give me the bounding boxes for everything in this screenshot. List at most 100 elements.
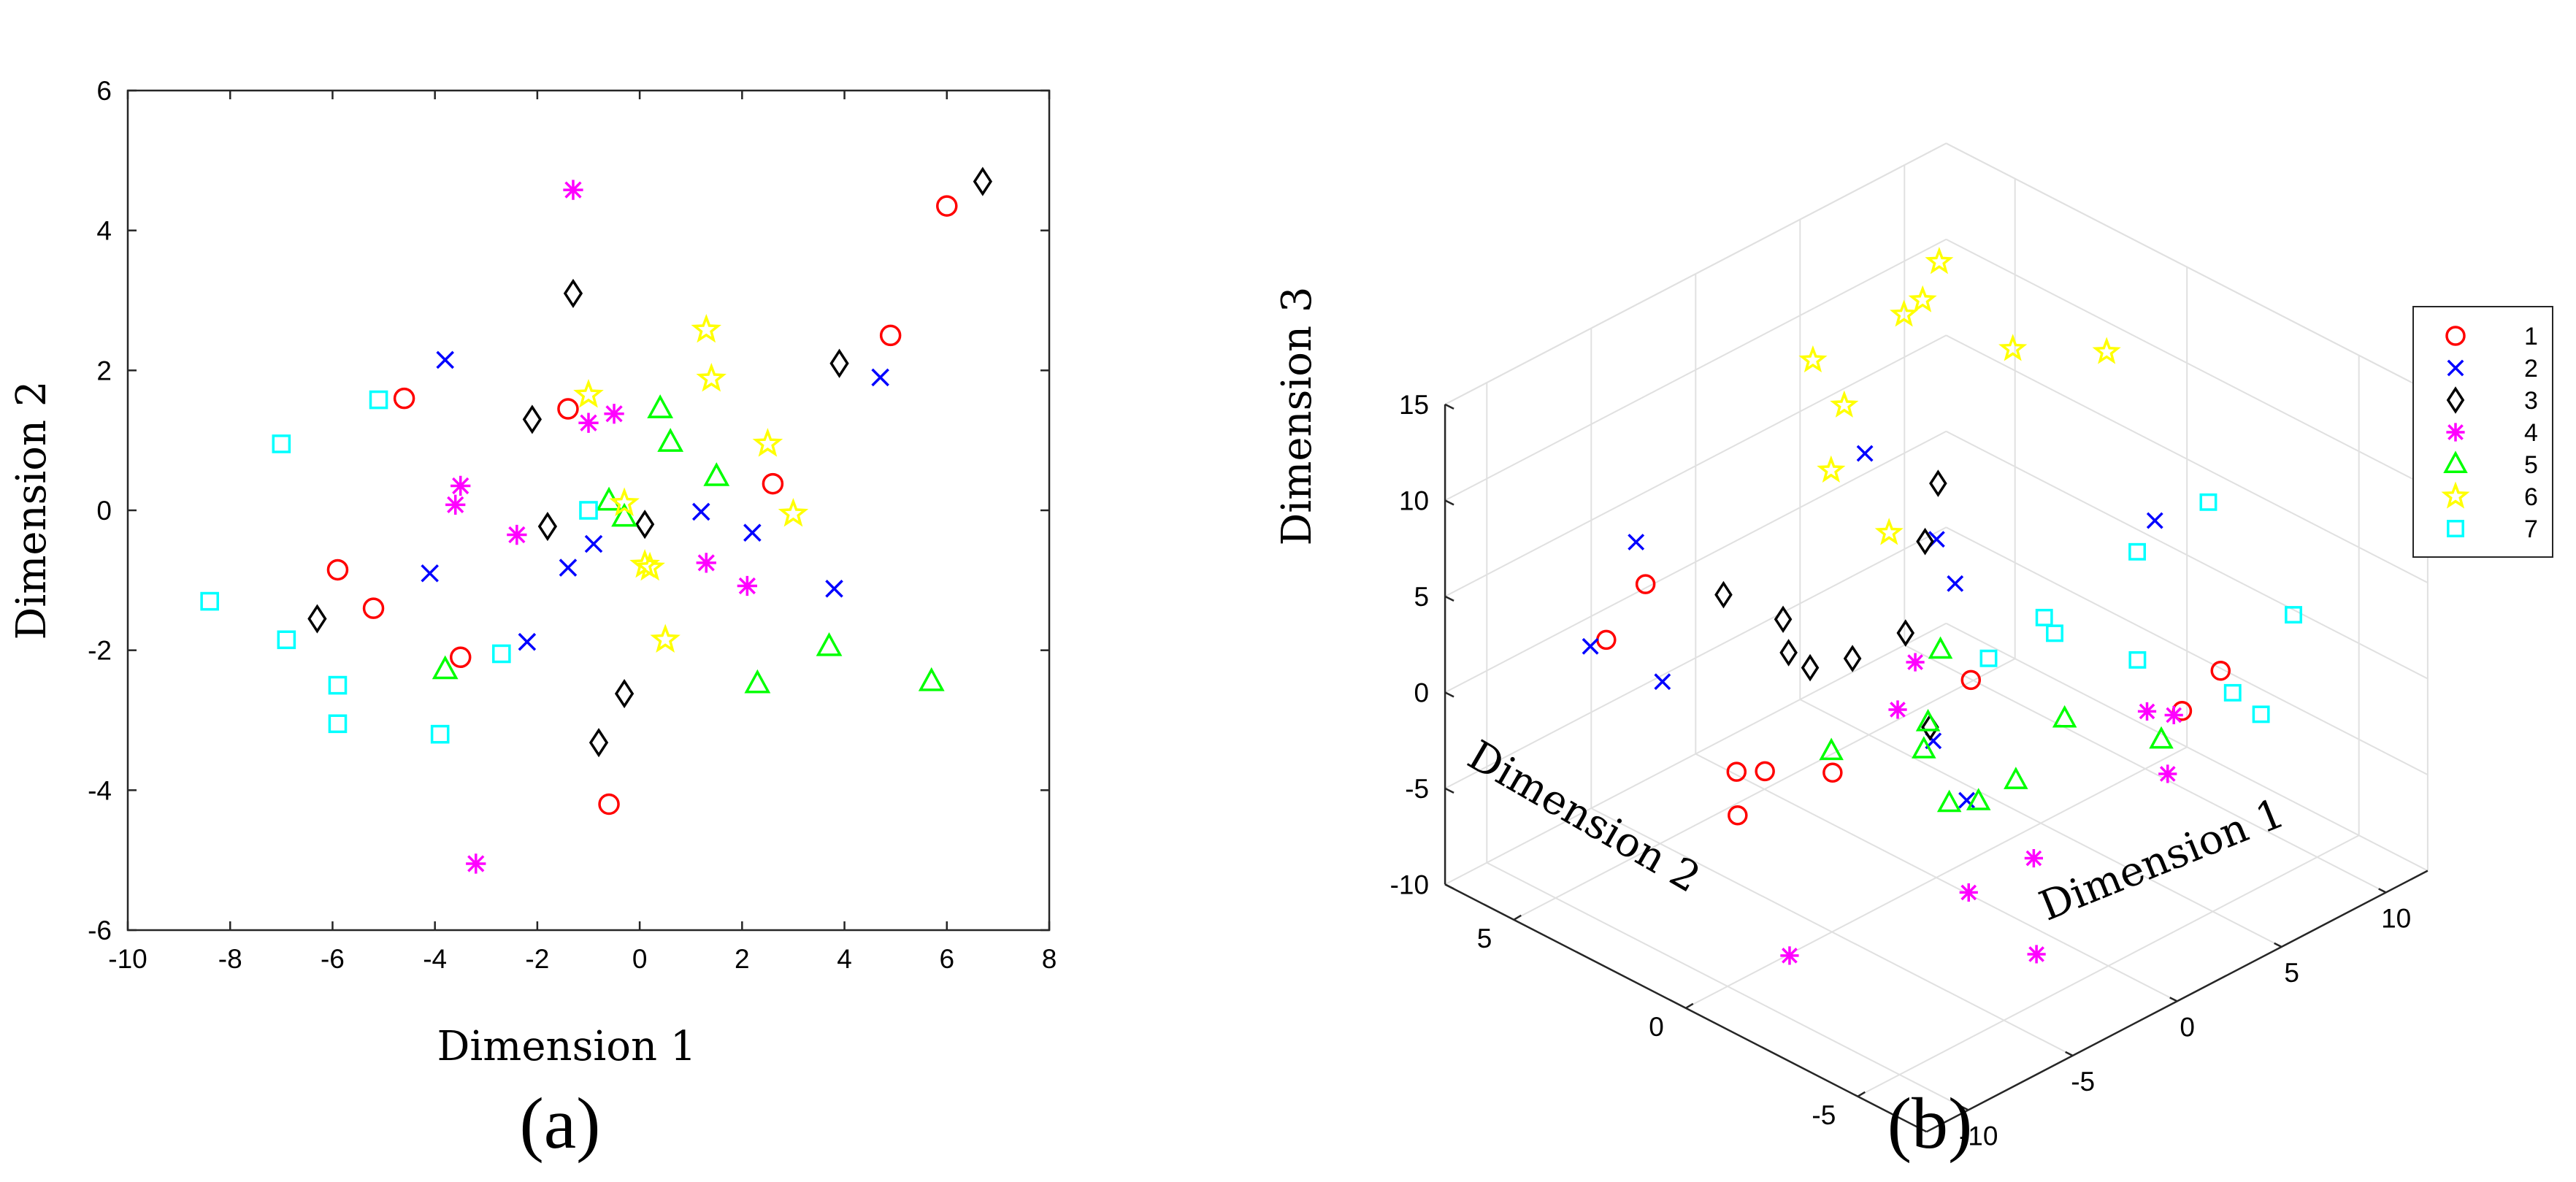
panel-b-point-class-2 [1628,534,1645,550]
panel-a-ytick-label: 6 [96,76,112,106]
panel-a-point-class-3 [307,604,327,634]
panel-b-ztick-mark [1444,499,1454,506]
panel-b-point-class-7 [2223,683,2242,702]
panel-b-point-class-4 [2027,945,2046,964]
panel-a-point-class-7 [430,724,450,744]
panel-a-xtick-label: 4 [837,944,852,974]
panel-b-point-class-5 [2004,767,2028,789]
panel-b-point-class-5 [1819,737,1844,761]
panel-a-point-class-6 [573,379,604,408]
panel-a-point-class-1 [762,472,784,495]
panel-a-xtick-label: -4 [423,944,447,974]
panel-a-xtick-label: -8 [218,944,242,974]
panel-b-legend: 1 2 3 4 5 6 7 [2412,306,2553,558]
panel-b-wall-grid-line [1444,622,1947,886]
panel-a-point-class-3 [522,404,543,434]
legend-marker-class-6 [2441,481,2470,509]
panel-b-xtick-mark [2169,997,2178,1002]
panel-a-point-class-3 [563,278,583,309]
panel-a-ytick-label: 2 [96,356,112,385]
legend-marker-class-7 [2447,520,2464,537]
panel-a-point-class-4 [578,412,599,433]
panel-b-ylabel: Dimension 2 [1460,732,1708,902]
panel-b-ztick-mark [1444,403,1454,410]
panel-a-point-class-6 [635,551,665,581]
panel-b-wall-grid-line [1444,526,1947,789]
panel-b-zlabel: Dimension 3 [1273,287,1321,546]
panel-b-point-class-7 [2252,705,2270,724]
panel-b-point-class-2 [1654,673,1671,691]
panel-a-ytick-label: -6 [88,916,112,945]
panel-a-point-class-4 [604,404,624,424]
panel-a-point-class-4 [445,494,466,515]
panel-a-point-class-7 [328,714,348,734]
panel-a-point-class-2 [825,580,843,598]
panel-a-point-class-4 [737,575,757,596]
panel-b-floor-grid-line [1513,658,2016,921]
panel-a-point-class-1 [879,324,902,347]
panel-a-point-class-3 [973,166,993,196]
legend-item: 3 [2446,386,2538,415]
panel-a-point-class-5 [611,502,637,527]
panel-b-ztick-mark [1444,883,1454,890]
panel-a-point-class-7 [492,644,511,664]
panel-b-point-class-6 [1817,455,1846,483]
panel-a-point-class-1 [326,559,349,581]
legend-label: 2 [2524,355,2538,383]
panel-a-xtick-label: -2 [525,944,549,974]
legend-marker-class-2 [2447,359,2464,377]
panel-a-point-class-2 [559,559,578,577]
panel-a-point-class-6 [650,623,681,653]
panel-b-wall-grid-line [1946,334,2429,583]
panel-a-point-class-6 [752,428,783,457]
panel-b-ztick-mark [1444,691,1454,698]
panel-b-point-class-6 [1798,345,1828,373]
panel-a-xtick-label: -10 [108,944,147,974]
panel-b-point-class-2 [1947,575,1964,592]
panel-a-point-class-3 [614,678,635,709]
panel-a-point-class-7 [579,501,598,520]
panel-b-xtick-label: 5 [2284,958,2299,988]
panel-b-ztick-label: 5 [1414,582,1430,612]
panel-b-floor-grid-line [1857,834,2360,1097]
panel-a-point-class-2 [518,632,537,651]
legend-marker-class-3 [2446,386,2465,414]
panel-b-point-class-7 [2285,606,2302,623]
panel-b-point-class-1 [1635,574,1656,594]
legend-item: 5 [2443,450,2538,479]
panel-a-point-class-5 [918,667,945,691]
panel-a-point-class-4 [466,853,486,874]
panel-b-point-class-3 [1801,653,1820,682]
panel-b-point-class-5 [1915,709,1941,732]
panel-a-xtick-label: 6 [939,944,954,974]
panel-a-point-class-7 [272,434,291,453]
panel-a-point-class-7 [277,630,296,650]
legend-marker-class-4 [2446,423,2465,442]
panel-b-wall-grid-line [1946,238,2429,488]
legend-marker-class-1 [2445,326,2466,346]
panel-a-point-class-2 [743,523,762,542]
panel-b-point-class-4 [1780,946,1799,965]
panel-b-xtick-mark [2065,1051,2074,1057]
panel-b-point-class-1 [1726,761,1747,782]
panel-b-xtick-label: -10 [1959,1121,1998,1151]
panel-b-xlabel: Dimension 1 [2033,789,2291,930]
panel-b-point-class-1 [2210,660,2231,681]
panel-b-point-class-7 [1979,649,1998,667]
legend-item: 6 [2441,481,2538,511]
panel-b-wall-edge [1444,142,1947,405]
panel-a-scatter: -10 -8 -6 -4 -2 0 2 4 6 8 -6 -4 -2 0 2 4 6 Dimension 1 D… [8,76,1057,1164]
panel-b-wall-grid-line [1946,622,2429,872]
panel-b-point-class-7 [2035,608,2053,626]
panel-b-point-class-6 [1890,299,1919,327]
panel-b-point-class-2 [1582,637,1599,655]
panel-b-ztick-mark [1444,787,1454,794]
legend-marker-class-5 [2443,450,2468,473]
panel-b-point-class-1 [1755,761,1775,782]
panel-b-point-class-7 [2128,542,2147,561]
panel-b-point-class-6 [1908,285,1937,312]
panel-b-ztick-label: 0 [1414,678,1430,707]
legend-label: 1 [2524,323,2538,350]
panel-b-ytick-mark [1857,1091,1866,1097]
panel-a-point-class-6 [691,313,721,343]
